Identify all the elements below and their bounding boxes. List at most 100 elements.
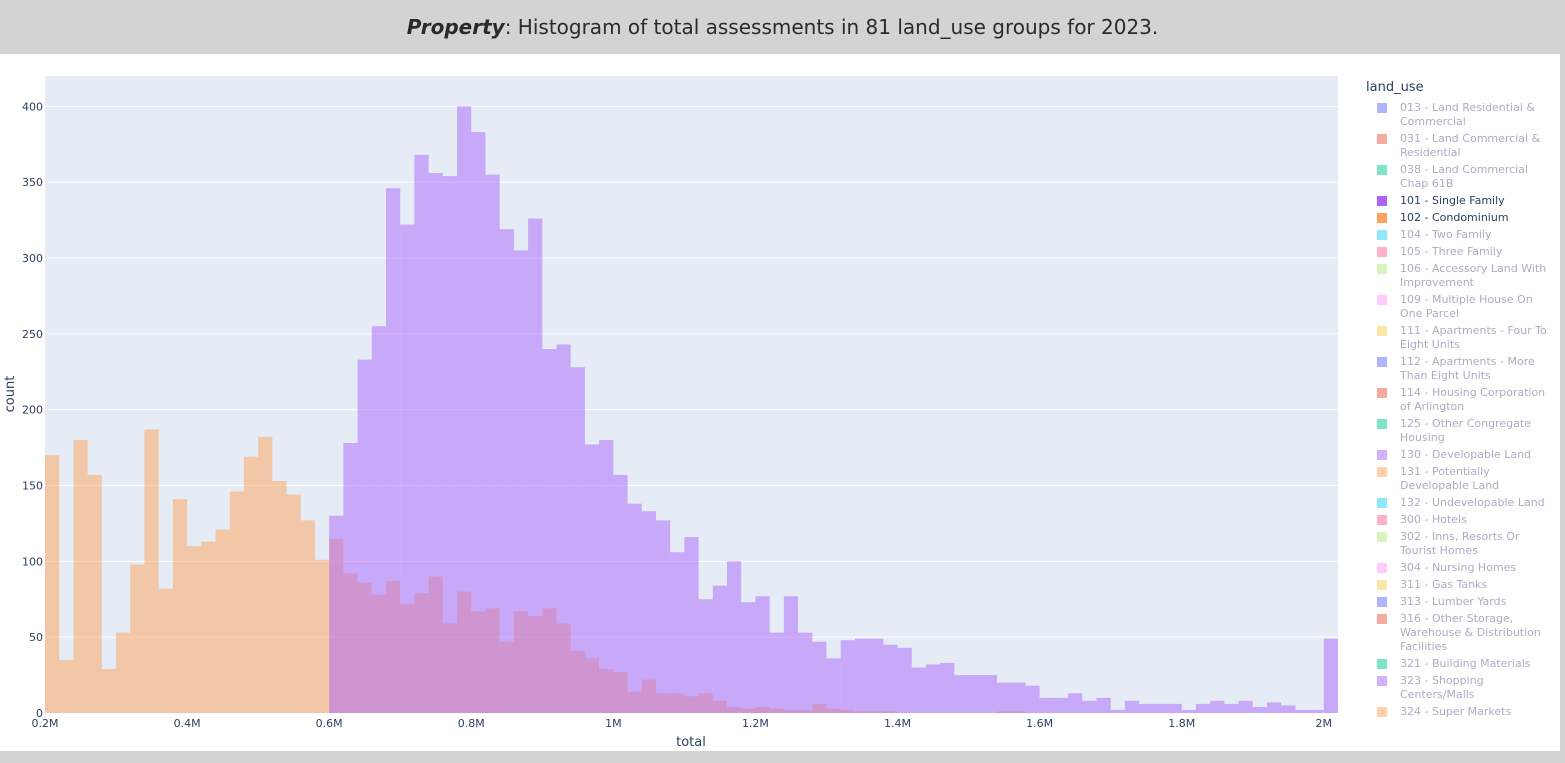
- legend-item[interactable]: 125 - Other Congregate Housing: [1366, 417, 1556, 445]
- histogram-bar[interactable]: [798, 632, 813, 713]
- histogram-bar[interactable]: [826, 658, 841, 713]
- histogram-bar[interactable]: [897, 647, 912, 713]
- histogram-bar[interactable]: [243, 456, 259, 713]
- histogram-bar[interactable]: [840, 640, 855, 713]
- histogram-bar[interactable]: [144, 429, 159, 713]
- histogram-bar[interactable]: [570, 367, 585, 713]
- histogram-bar[interactable]: [1266, 702, 1282, 713]
- histogram-bar[interactable]: [457, 106, 472, 714]
- histogram-bar[interactable]: [1068, 693, 1083, 713]
- histogram-bar[interactable]: [272, 480, 287, 713]
- histogram-bar[interactable]: [1309, 709, 1324, 713]
- histogram-chart[interactable]: 0.2M 0.4M 0.6M 0.8M 1M 1.2M 1.4M 1.6M 1.8M 2M 0 50…: [0, 54, 1345, 751]
- legend-item[interactable]: 114 - Housing Corporation of Arlington: [1366, 386, 1556, 414]
- histogram-bar[interactable]: [329, 515, 344, 713]
- legend-item[interactable]: 132 - Undevelopable Land: [1366, 496, 1556, 510]
- histogram-bar[interactable]: [854, 638, 870, 713]
- histogram-bar[interactable]: [442, 176, 458, 714]
- histogram-bar[interactable]: [286, 494, 301, 713]
- histogram-bar[interactable]: [371, 326, 387, 713]
- histogram-bar[interactable]: [471, 132, 486, 713]
- histogram-bar[interactable]: [1195, 703, 1211, 713]
- histogram-bar[interactable]: [741, 602, 756, 713]
- legend-item[interactable]: 130 - Developable Land: [1366, 448, 1556, 462]
- histogram-bar[interactable]: [357, 359, 372, 713]
- histogram-bar[interactable]: [400, 224, 415, 713]
- histogram-bar[interactable]: [584, 444, 600, 713]
- legend-item[interactable]: 109 - Multiple House On One Parcel: [1366, 293, 1556, 321]
- histogram-bar[interactable]: [1153, 703, 1168, 713]
- histogram-bar[interactable]: [1281, 705, 1296, 713]
- histogram-bar[interactable]: [869, 638, 884, 713]
- histogram-bar[interactable]: [215, 529, 230, 713]
- histogram-bar[interactable]: [428, 173, 443, 714]
- histogram-bar[interactable]: [172, 499, 188, 713]
- legend-item[interactable]: 101 - Single Family: [1366, 194, 1556, 208]
- histogram-bar[interactable]: [87, 474, 102, 713]
- histogram-bar[interactable]: [940, 662, 955, 713]
- legend-item[interactable]: 105 - Three Family: [1366, 245, 1556, 259]
- histogram-bar[interactable]: [1210, 700, 1225, 713]
- histogram-bar[interactable]: [101, 669, 117, 713]
- histogram-bar[interactable]: [1167, 703, 1182, 713]
- histogram-bar[interactable]: [300, 520, 315, 713]
- histogram-bar[interactable]: [655, 520, 671, 713]
- histogram-bar[interactable]: [996, 682, 1012, 713]
- legend-item[interactable]: 321 - Building Materials: [1366, 657, 1556, 671]
- histogram-bar[interactable]: [783, 596, 799, 713]
- legend-item[interactable]: 313 - Lumber Yards: [1366, 595, 1556, 609]
- histogram-bar[interactable]: [229, 491, 244, 713]
- histogram-bar[interactable]: [641, 511, 656, 713]
- histogram-bar[interactable]: [485, 174, 500, 713]
- histogram-bar[interactable]: [116, 632, 131, 713]
- legend-item[interactable]: 302 - Inns, Resorts Or Tourist Homes: [1366, 530, 1556, 558]
- histogram-bar[interactable]: [755, 596, 770, 713]
- histogram-bar[interactable]: [613, 474, 628, 713]
- legend-item[interactable]: 324 - Super Markets: [1366, 705, 1556, 719]
- histogram-bar[interactable]: [1110, 709, 1125, 713]
- histogram-bar[interactable]: [73, 440, 88, 713]
- histogram-bar[interactable]: [1323, 638, 1338, 713]
- legend-item[interactable]: 111 - Apartments - Four To Eight Units: [1366, 324, 1556, 352]
- histogram-bar[interactable]: [769, 632, 784, 713]
- histogram-bar[interactable]: [528, 218, 543, 714]
- histogram-bar[interactable]: [1252, 706, 1267, 713]
- histogram-bar[interactable]: [925, 664, 941, 713]
- histogram-bar[interactable]: [1096, 697, 1111, 713]
- histogram-bar[interactable]: [712, 585, 728, 713]
- legend-item[interactable]: 323 - Shopping Centers/Malls: [1366, 674, 1556, 702]
- histogram-bar[interactable]: [727, 561, 742, 713]
- legend-item[interactable]: 131 - Potentially Developable Land: [1366, 465, 1556, 493]
- histogram-bar[interactable]: [513, 250, 529, 713]
- histogram-bar[interactable]: [187, 546, 202, 713]
- legend-item[interactable]: 104 - Two Family: [1366, 228, 1556, 242]
- histogram-bar[interactable]: [542, 349, 557, 713]
- histogram-bar[interactable]: [1039, 697, 1054, 713]
- legend-item[interactable]: 038 - Land Commercial Chap 61B: [1366, 163, 1556, 191]
- histogram-bar[interactable]: [968, 675, 983, 713]
- histogram-bar[interactable]: [1011, 682, 1026, 713]
- histogram-bar[interactable]: [1139, 703, 1154, 713]
- histogram-bar[interactable]: [1053, 697, 1069, 713]
- histogram-bar[interactable]: [343, 443, 358, 713]
- histogram-bar[interactable]: [386, 188, 401, 713]
- histogram-bar[interactable]: [1224, 703, 1239, 713]
- histogram-bar[interactable]: [698, 599, 713, 713]
- histogram-bar[interactable]: [599, 440, 614, 713]
- legend-item[interactable]: 013 - Land Residential & Commercial: [1366, 101, 1556, 129]
- histogram-bar[interactable]: [1082, 700, 1097, 713]
- legend-item[interactable]: 031 - Land Commercial & Residential: [1366, 132, 1556, 160]
- histogram-bar[interactable]: [258, 436, 273, 713]
- histogram-bar[interactable]: [414, 154, 429, 713]
- histogram-bar[interactable]: [911, 667, 926, 714]
- legend-item[interactable]: 304 - Nursing Homes: [1366, 561, 1556, 575]
- histogram-bar[interactable]: [670, 552, 685, 713]
- histogram-bar[interactable]: [314, 559, 330, 713]
- histogram-bar[interactable]: [812, 641, 827, 713]
- histogram-bar[interactable]: [499, 229, 514, 713]
- histogram-bar[interactable]: [59, 659, 74, 713]
- histogram-bar[interactable]: [556, 344, 571, 713]
- histogram-bar[interactable]: [883, 644, 898, 713]
- histogram-bar[interactable]: [1181, 709, 1196, 713]
- histogram-bar[interactable]: [1124, 700, 1140, 713]
